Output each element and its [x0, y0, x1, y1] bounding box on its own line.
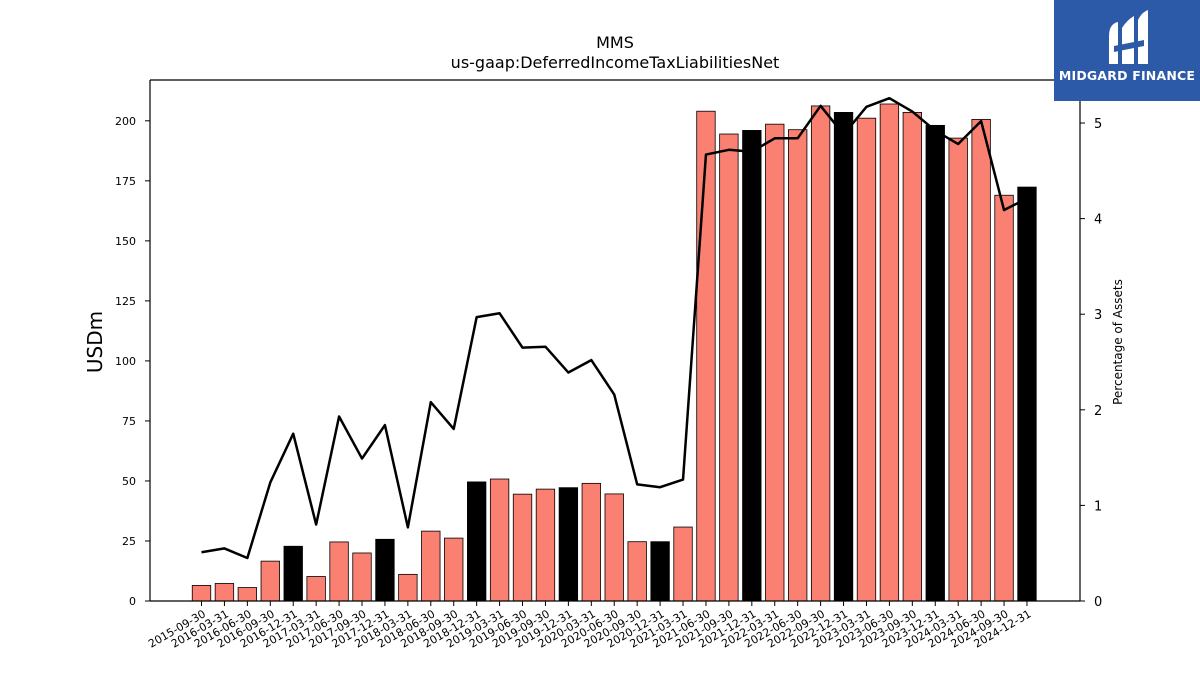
- bar: [719, 133, 739, 602]
- logo: MIDGARD FINANCE: [1054, 0, 1200, 101]
- y-tick-label: 0: [129, 595, 136, 608]
- bar: [329, 541, 349, 602]
- bar: [512, 493, 533, 602]
- bar: [650, 541, 670, 602]
- bar: [489, 478, 510, 602]
- bar: [375, 538, 395, 602]
- y2-tick-label: 1: [1094, 499, 1102, 514]
- y2-tick-label: 0: [1094, 595, 1102, 610]
- y-tick-label: 175: [115, 175, 136, 188]
- y-tick-label: 75: [122, 415, 136, 428]
- bar: [627, 541, 647, 602]
- bar: [673, 526, 693, 602]
- bar: [879, 103, 900, 602]
- y2-axis-label: Percentage of Assets: [1111, 279, 1125, 405]
- bar: [214, 583, 235, 602]
- y2-tick-label: 2: [1094, 404, 1102, 419]
- bar: [604, 493, 624, 602]
- bar: [902, 112, 922, 602]
- y-tick-label: 25: [122, 535, 136, 548]
- bar: [765, 123, 785, 602]
- bar: [742, 130, 762, 602]
- bar: [444, 537, 464, 602]
- bar: [1017, 186, 1037, 602]
- bar: [352, 552, 372, 602]
- chart-title: MMS: [596, 33, 634, 52]
- y-tick-label: 150: [115, 235, 136, 248]
- y-tick-label: 125: [115, 295, 136, 308]
- chart-subtitle: us-gaap:DeferredIncomeTaxLiabilitiesNet: [451, 53, 780, 72]
- bar: [833, 112, 854, 602]
- y-axis-label: USDm: [83, 311, 107, 373]
- axes-layer: 02550751001251501752000123452015-09-3020…: [115, 79, 1102, 651]
- bars-layer: [191, 103, 1037, 602]
- bar: [398, 573, 418, 602]
- bar: [306, 576, 326, 602]
- bar: [948, 137, 968, 602]
- bar: [535, 488, 556, 602]
- bar: [581, 482, 601, 602]
- bar: [421, 530, 441, 602]
- bar: [283, 545, 303, 602]
- bar: [237, 587, 258, 602]
- line-layer: [201, 96, 1028, 560]
- bar: [788, 129, 808, 602]
- bar: [467, 481, 487, 602]
- bar: [856, 117, 877, 602]
- bar: [810, 105, 831, 602]
- y-tick-label: 100: [115, 355, 136, 368]
- bar: [191, 584, 212, 602]
- bar: [971, 118, 991, 602]
- y2-tick-label: 4: [1094, 213, 1102, 228]
- bar: [925, 124, 945, 602]
- y2-tick-label: 3: [1094, 308, 1102, 323]
- bar: [994, 194, 1014, 602]
- bar: [696, 110, 716, 602]
- y-tick-label: 50: [122, 475, 136, 488]
- bar: [260, 560, 280, 602]
- midgard-logo-icon: [1109, 10, 1148, 64]
- bar: [558, 487, 579, 602]
- logo-text: MIDGARD FINANCE: [1058, 68, 1196, 83]
- percentage-line: [201, 96, 1028, 560]
- y2-tick-label: 5: [1094, 117, 1102, 132]
- y-tick-label: 200: [115, 115, 136, 128]
